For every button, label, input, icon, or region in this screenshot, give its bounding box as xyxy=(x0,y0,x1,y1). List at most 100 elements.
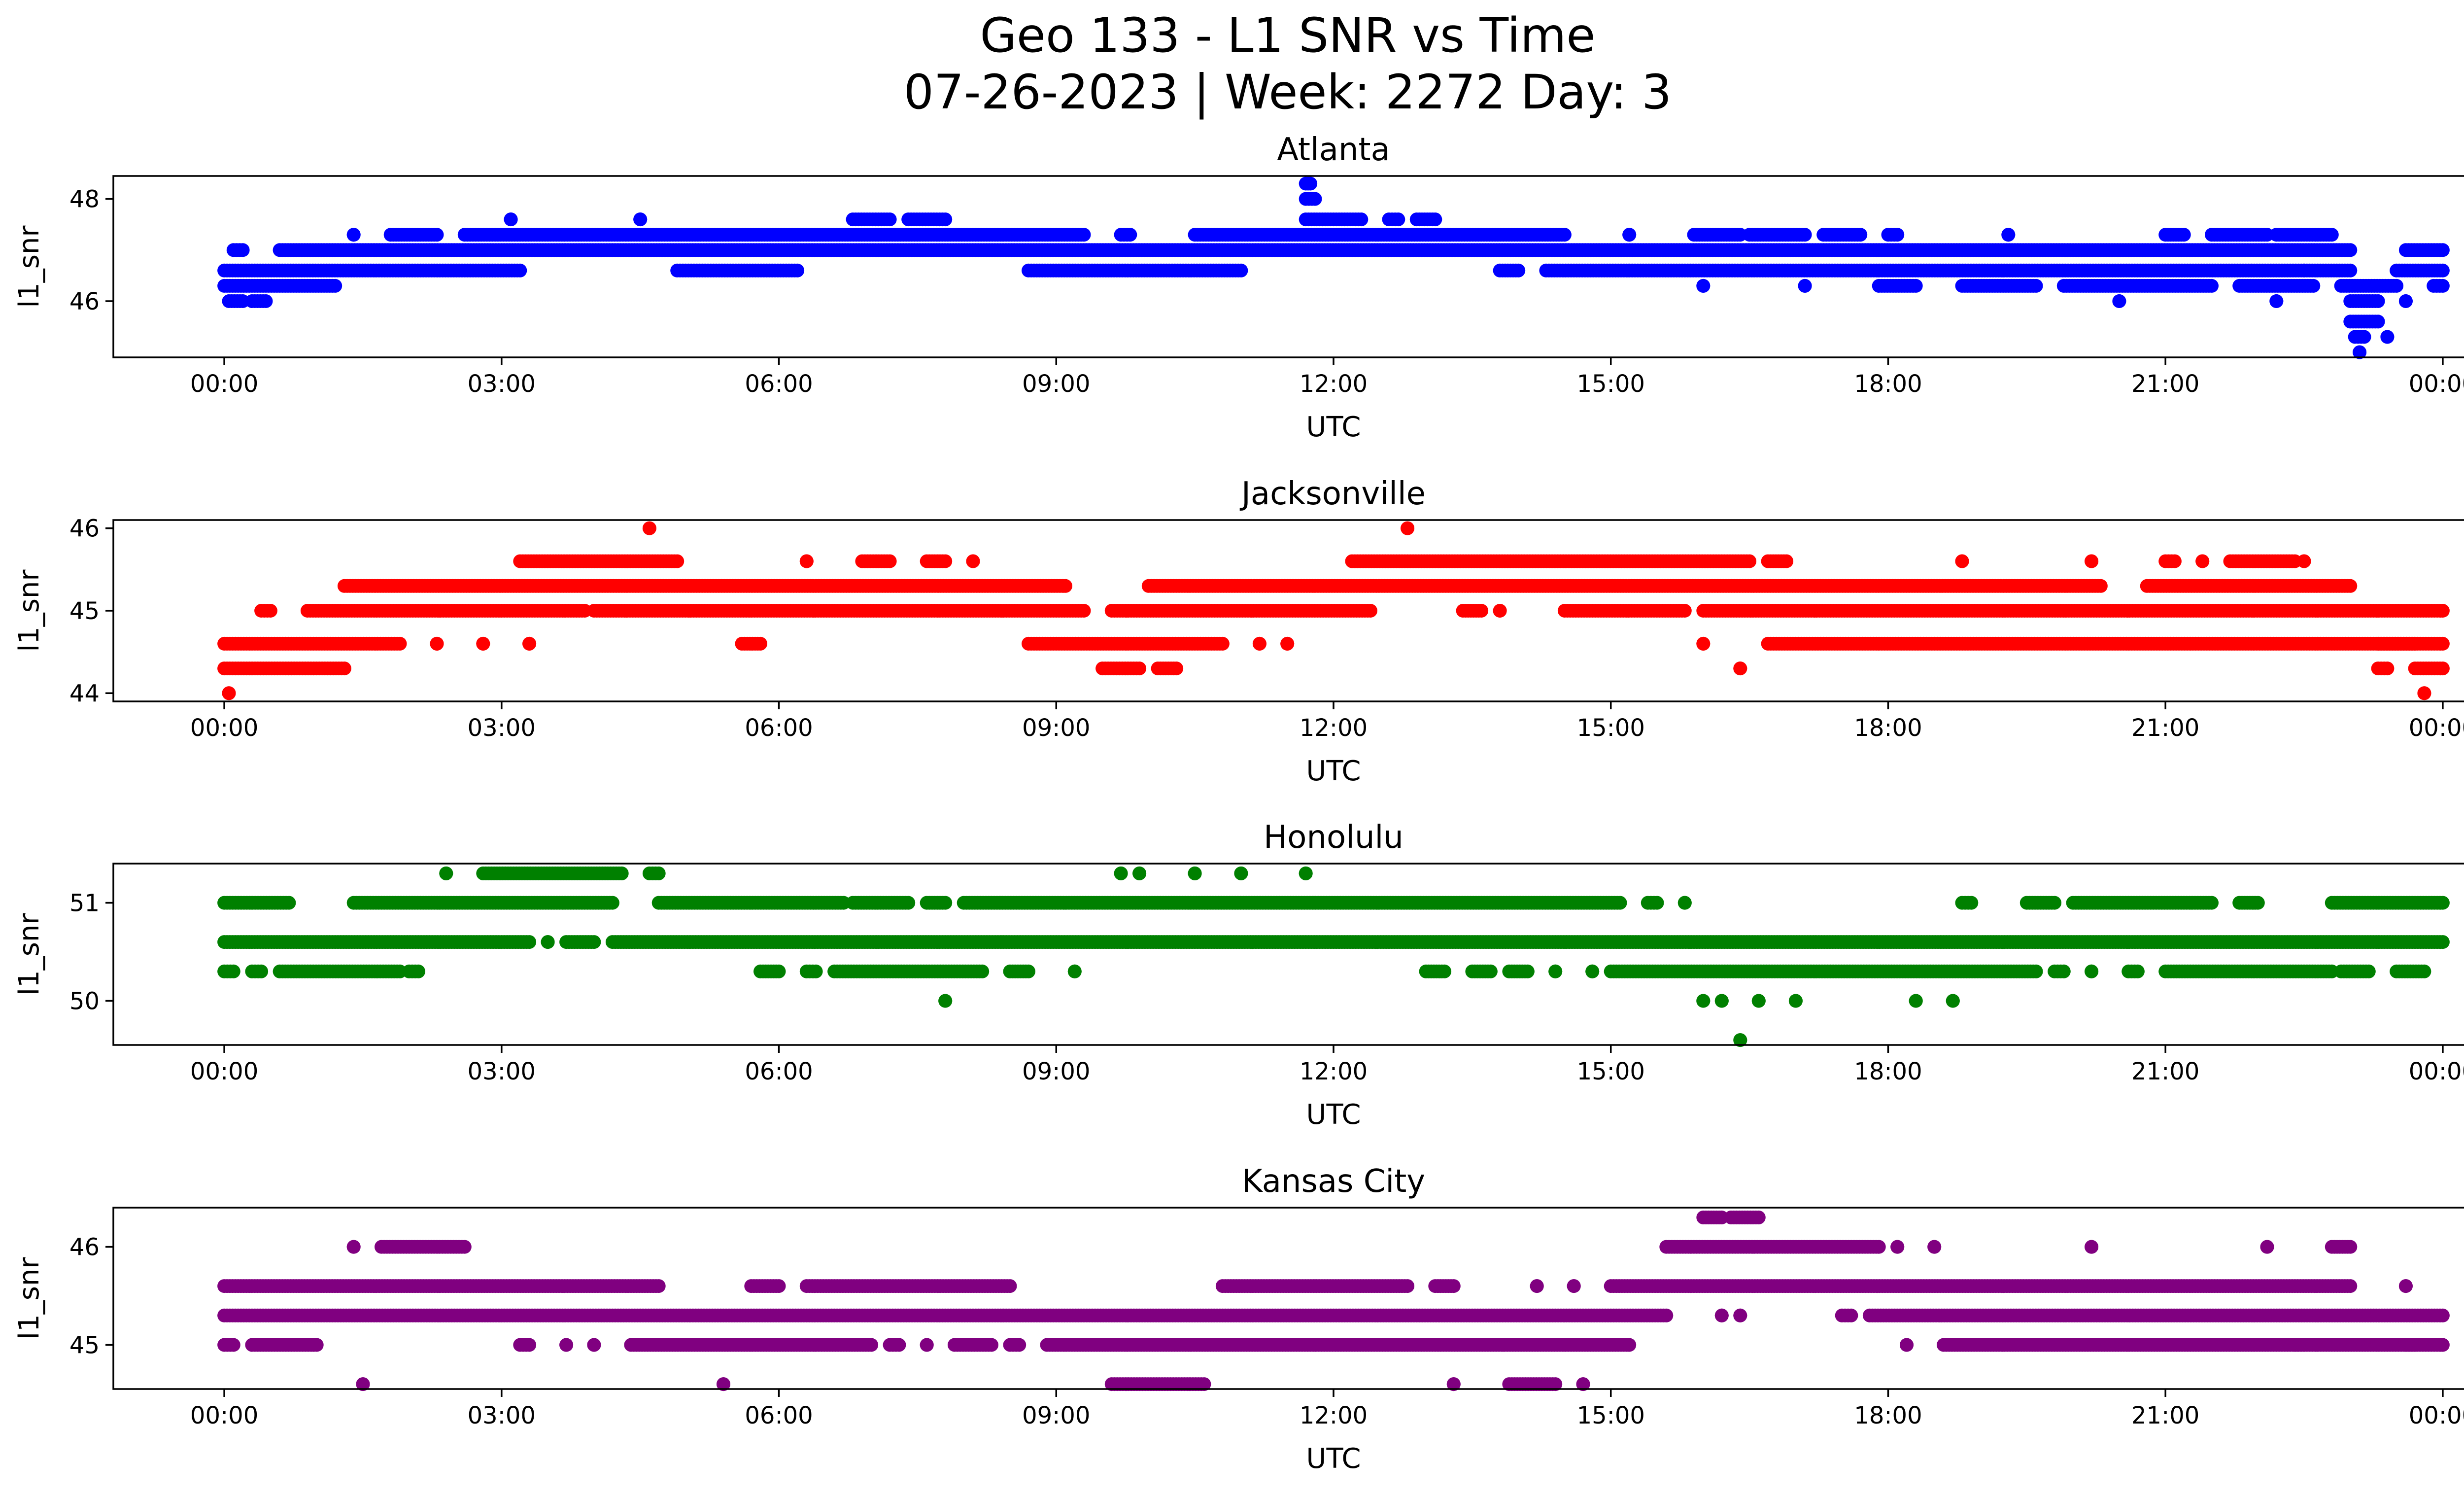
data-point xyxy=(2435,636,2450,651)
scatter-points xyxy=(217,866,2450,1047)
data-point xyxy=(1077,604,1091,618)
y-axis-label: l1_snr xyxy=(13,569,45,652)
data-point xyxy=(1696,994,1711,1008)
data-point xyxy=(2167,554,2182,568)
data-point xyxy=(1474,604,1489,618)
data-point xyxy=(1622,228,1637,242)
data-point xyxy=(2269,294,2284,308)
data-point xyxy=(2130,964,2145,978)
data-point xyxy=(1391,212,1405,227)
x-tick-label: 09:00 xyxy=(1022,714,1090,742)
x-tick-label: 18:00 xyxy=(1854,714,1922,742)
data-point xyxy=(2343,243,2358,257)
data-point xyxy=(753,636,767,651)
data-point xyxy=(522,935,537,949)
data-point xyxy=(1909,278,1923,293)
data-point xyxy=(2435,278,2450,293)
data-point xyxy=(1946,994,1960,1008)
data-point xyxy=(411,964,425,978)
data-point xyxy=(975,964,990,978)
data-point xyxy=(1252,636,1266,651)
data-point xyxy=(966,554,980,568)
subplot-title: Atlanta xyxy=(1277,132,1390,168)
x-tick-label: 06:00 xyxy=(745,714,813,742)
data-point xyxy=(772,964,786,978)
x-tick-label: 21:00 xyxy=(2131,370,2199,398)
data-point xyxy=(1303,176,1318,191)
data-point xyxy=(1511,263,1526,278)
data-point xyxy=(1169,661,1184,676)
data-point xyxy=(2085,554,2099,568)
data-point xyxy=(2380,661,2395,676)
data-point xyxy=(2205,278,2219,293)
x-tick-label: 15:00 xyxy=(1577,714,1645,742)
data-point xyxy=(938,994,953,1008)
data-point xyxy=(2093,579,2108,593)
data-point xyxy=(2297,554,2311,568)
x-tick-label: 00:00 xyxy=(2409,714,2464,742)
x-axis-label: UTC xyxy=(1306,411,1361,443)
data-point xyxy=(2029,964,2043,978)
data-point xyxy=(1354,212,1369,227)
data-point xyxy=(1798,228,1812,242)
y-tick-label: 44 xyxy=(69,680,100,707)
data-point xyxy=(1437,964,1452,978)
figure-title-line2: 07-26-2023 | Week: 2272 Day: 3 xyxy=(904,65,1672,120)
y-axis-label: l1_snr xyxy=(13,225,45,308)
data-point xyxy=(541,935,555,949)
data-point xyxy=(2325,228,2339,242)
data-point xyxy=(1493,604,1507,618)
data-point xyxy=(1308,192,1322,206)
data-point xyxy=(938,212,953,227)
data-point xyxy=(2390,278,2404,293)
data-point xyxy=(2371,294,2385,308)
x-axis-label: UTC xyxy=(1306,755,1361,787)
data-point xyxy=(263,604,277,618)
data-point xyxy=(1696,636,1711,651)
data-point xyxy=(799,554,814,568)
data-point xyxy=(2001,228,2016,242)
data-point xyxy=(1585,964,1600,978)
data-point xyxy=(2361,964,2376,978)
data-point xyxy=(2435,263,2450,278)
data-point xyxy=(430,228,444,242)
subplot-honolulu: Honolulu 00:00 03:00 06:00 09:00 12:00 15:00 1… xyxy=(13,819,2464,1131)
data-point xyxy=(1714,994,1729,1008)
subplot-title: Jacksonville xyxy=(1239,476,1426,512)
data-point xyxy=(633,212,648,227)
data-point xyxy=(2357,330,2371,344)
data-point xyxy=(938,554,953,568)
data-point xyxy=(1853,228,1868,242)
y-tick-label: 48 xyxy=(69,186,100,213)
data-point xyxy=(1022,964,1035,978)
x-tick-label: 15:00 xyxy=(1577,370,1645,398)
data-point xyxy=(809,964,823,978)
x-tick-label: 18:00 xyxy=(1854,370,1922,398)
data-point xyxy=(2380,330,2395,344)
data-point xyxy=(2435,243,2450,257)
data-point xyxy=(2306,278,2321,293)
data-point xyxy=(1696,278,1711,293)
x-axis: 00:00 03:00 06:00 09:00 12:00 15:00 18:00 21:00… xyxy=(190,701,2464,742)
data-point xyxy=(2177,228,2191,242)
data-point xyxy=(1677,604,1692,618)
x-tick-label: 03:00 xyxy=(468,714,536,742)
x-tick-label: 00:00 xyxy=(190,714,258,742)
data-point xyxy=(1909,994,1923,1008)
data-point xyxy=(1132,661,1147,676)
data-point xyxy=(670,554,684,568)
data-point xyxy=(337,661,351,676)
data-point xyxy=(504,212,518,227)
data-point xyxy=(1123,228,1137,242)
data-point xyxy=(476,636,490,651)
data-point xyxy=(1364,604,1377,618)
subplot-jacksonville: Jacksonville 00:00 03:00 06:00 09:00 12:00 15… xyxy=(13,476,2464,787)
data-point xyxy=(883,212,897,227)
data-point xyxy=(1280,636,1295,651)
data-point xyxy=(2343,579,2358,593)
data-point xyxy=(1733,661,1747,676)
x-tick-label: 09:00 xyxy=(1022,370,1090,398)
data-point xyxy=(1483,964,1498,978)
